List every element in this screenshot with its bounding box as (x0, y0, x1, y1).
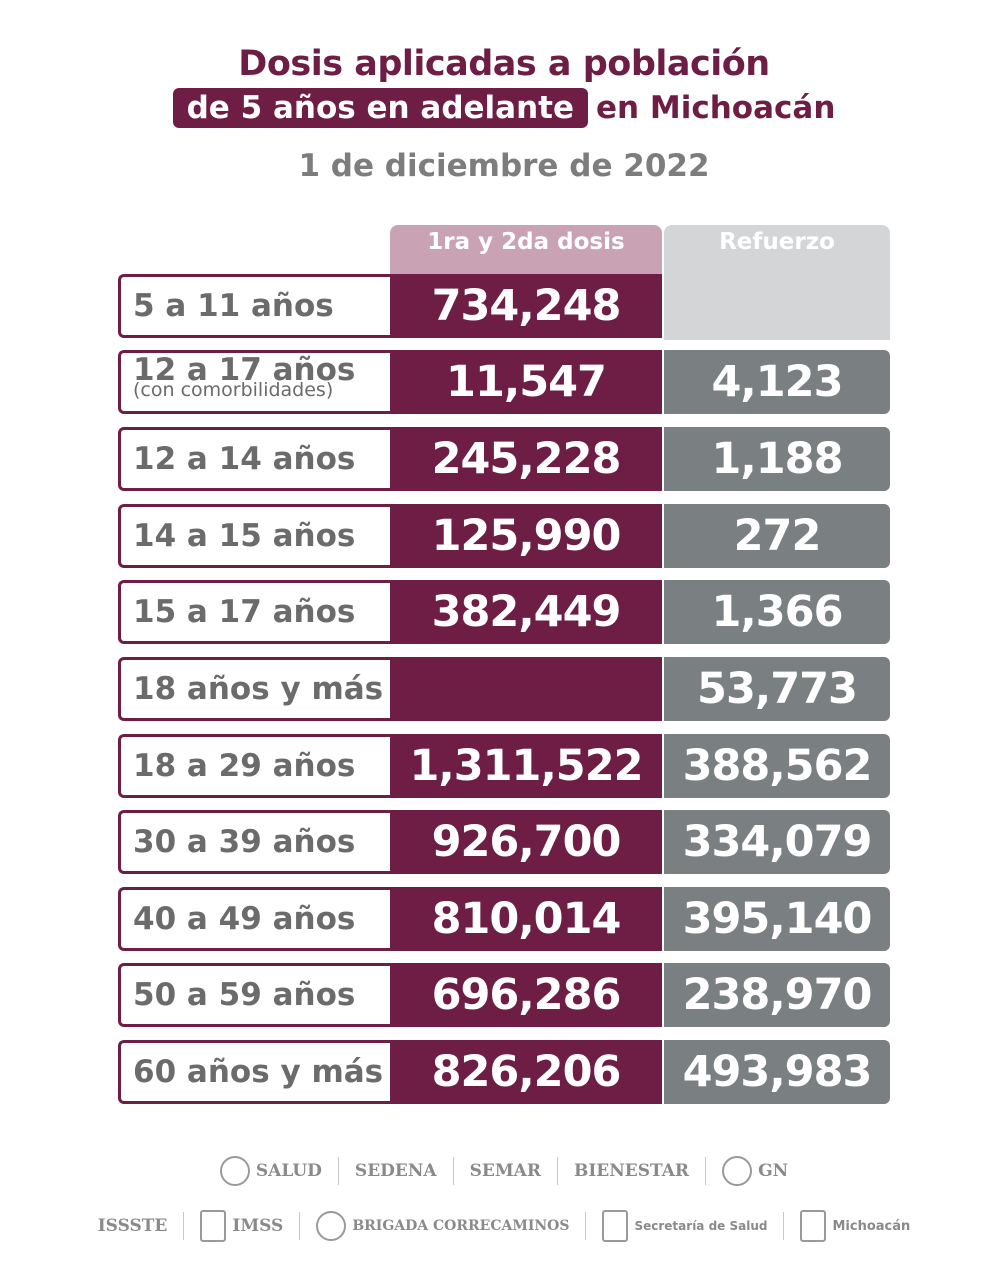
booster-value: 53,773 (664, 657, 890, 721)
roadrunner-icon (316, 1211, 347, 1241)
report-date: 1 de diciembre de 2022 (298, 148, 710, 184)
dose-value: 826,206 (390, 1040, 662, 1104)
salud-logo: SALUD (204, 1156, 338, 1186)
dose-value: 125,990 (390, 504, 662, 568)
booster-value: 493,983 (664, 1040, 890, 1104)
age-group-label: 18 años y más (118, 657, 401, 721)
booster-value: 1,366 (664, 580, 890, 644)
shield-icon (800, 1210, 827, 1242)
booster-value: 334,079 (664, 810, 890, 874)
age-group-text: 15 a 17 años (133, 594, 356, 630)
age-group-label: 15 a 17 años (118, 580, 401, 644)
booster-value: 4,123 (664, 350, 890, 414)
table-row: 5 a 11 años 734,248 (118, 274, 890, 338)
table-row: 12 a 14 años 245,228 1,188 (118, 427, 890, 491)
dose-value: 810,014 (390, 887, 662, 951)
age-group-text: 12 a 14 años (133, 441, 356, 477)
booster-value (664, 274, 890, 338)
table-row: 12 a 17 años (con comorbilidades) 11,547 4,… (118, 350, 890, 414)
page-title: Dosis aplicadas a población (238, 44, 770, 84)
dose-value (390, 657, 662, 721)
table-row: 18 años y más 53,773 (118, 657, 890, 721)
issste-logo: ISSSTE (97, 1216, 168, 1236)
brigada-logo: BRIGADA CORRECAMINOS (300, 1211, 585, 1241)
age-group-text: 18 a 29 años (133, 748, 356, 784)
age-group-text: 5 a 11 años (133, 288, 334, 324)
michoacan-logo: Michoacán (784, 1210, 926, 1242)
divider (705, 1157, 707, 1185)
dose-value: 382,449 (390, 580, 662, 644)
booster-column-header-bg (664, 225, 890, 340)
divider (783, 1212, 785, 1240)
age-group-text: 60 años y más (133, 1054, 384, 1090)
divider (452, 1157, 454, 1185)
age-group-text: 40 a 49 años (133, 901, 356, 937)
divider (556, 1157, 558, 1185)
age-group-text: 50 a 59 años (133, 977, 356, 1013)
table-row: 15 a 17 años 382,449 1,366 (118, 580, 890, 644)
divider (299, 1212, 301, 1240)
eagle-icon (722, 1156, 753, 1186)
age-group-note: (con comorbilidades) (133, 379, 334, 401)
dose-value: 1,311,522 (390, 734, 662, 798)
age-group-label: 14 a 15 años (118, 504, 401, 568)
subtitle-highlight: de 5 años en adelante (172, 88, 588, 128)
seal-icon (219, 1156, 250, 1186)
sedena-logo: SEDENA (354, 1161, 437, 1181)
table-row: 14 a 15 años 125,990 272 (118, 504, 890, 568)
imss-logo: IMSS (184, 1210, 299, 1242)
table-row: 40 a 49 años 810,014 395,140 (118, 887, 890, 951)
logos-row-1: SALUD SEDENA SEMAR BIENESTAR GN (0, 1156, 1008, 1186)
gn-logo: GN (706, 1156, 804, 1186)
age-group-label: 12 a 14 años (118, 427, 401, 491)
divider (585, 1212, 587, 1240)
shield-icon (602, 1210, 629, 1242)
bienestar-logo: BIENESTAR (573, 1161, 690, 1181)
subtitle-rest: en Michoacán (596, 90, 836, 126)
age-group-label: 40 a 49 años (118, 887, 401, 951)
age-group-label: 30 a 39 años (118, 810, 401, 874)
imss-icon (200, 1210, 227, 1242)
table-row: 30 a 39 años 926,700 334,079 (118, 810, 890, 874)
divider (183, 1212, 185, 1240)
dose-value: 11,547 (390, 350, 662, 414)
age-group-text: 18 años y más (133, 671, 384, 707)
dose-value: 926,700 (390, 810, 662, 874)
age-group-label: 60 años y más (118, 1040, 401, 1104)
age-group-label: 18 a 29 años (118, 734, 401, 798)
age-group-text: 14 a 15 años (133, 518, 356, 554)
age-group-label: 50 a 59 años (118, 963, 401, 1027)
age-group-label: 5 a 11 años (118, 274, 401, 338)
age-group-text: 12 a 17 años (133, 352, 356, 388)
age-group-label: 12 a 17 años (con comorbilidades) (118, 350, 401, 414)
logos-row-2: ISSSTE IMSS BRIGADA CORRECAMINOS Secreta… (0, 1210, 1008, 1242)
dose-value: 245,228 (390, 427, 662, 491)
booster-value: 1,188 (664, 427, 890, 491)
dose-column-header-bg (390, 225, 662, 275)
table-row: 18 a 29 años 1,311,522 388,562 (118, 734, 890, 798)
dose-value: 734,248 (390, 274, 662, 338)
booster-value: 238,970 (664, 963, 890, 1027)
divider (337, 1157, 339, 1185)
dose-value: 696,286 (390, 963, 662, 1027)
secretaria-salud-logo: Secretaría de Salud (586, 1210, 783, 1242)
table-row: 60 años y más 826,206 493,983 (118, 1040, 890, 1104)
booster-value: 272 (664, 504, 890, 568)
dose-column-header: 1ra y 2da dosis (427, 229, 625, 255)
booster-value: 395,140 (664, 887, 890, 951)
semar-logo: SEMAR (469, 1161, 541, 1181)
age-group-text: 30 a 39 años (133, 824, 356, 860)
booster-value: 388,562 (664, 734, 890, 798)
page-subtitle: de 5 años en adelante en Michoacán (0, 88, 1008, 128)
booster-column-header: Refuerzo (719, 229, 835, 255)
table-row: 50 a 59 años 696,286 238,970 (118, 963, 890, 1027)
